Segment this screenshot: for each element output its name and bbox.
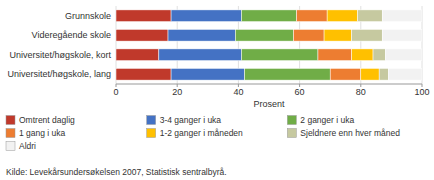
tick-label: 60: [295, 87, 305, 97]
tick-label: 100: [414, 87, 429, 97]
x-axis-label: Prosent: [253, 99, 285, 109]
bar-segment: [116, 49, 159, 61]
legend-swatch: [6, 142, 15, 151]
bar-segment: [159, 49, 242, 61]
bar-segment: [352, 49, 373, 61]
y-axis: Grunnskole Videregående skole Universitet/…: [7, 11, 111, 80]
category-label: Universitet/høgskole, kort: [9, 50, 111, 60]
bar-segment: [373, 49, 385, 61]
bar-segment: [361, 68, 379, 80]
bar-segment: [116, 29, 168, 41]
x-axis: 0 20 40 60 80 100: [113, 6, 429, 97]
tick-label: 0: [113, 87, 118, 97]
legend-label: Sjeldnere enn hver måned: [300, 128, 400, 138]
tick-label: 40: [233, 87, 243, 97]
tick-label: 80: [356, 87, 366, 97]
legend-swatch: [147, 116, 156, 125]
bar-segment: [297, 10, 328, 22]
chart: Grunnskole Videregående skole Universitet/…: [0, 0, 434, 180]
bar-segment: [116, 10, 171, 22]
legend: Omtrent daglig 3-4 ganger i uka 2 ganger i…: [6, 115, 400, 151]
category-label: Universitet/høgskole, lang: [7, 69, 111, 79]
legend-swatch: [287, 129, 296, 138]
bar-segment: [388, 68, 422, 80]
bar-segment: [318, 49, 352, 61]
bar-segment: [324, 29, 352, 41]
legend-swatch: [147, 129, 156, 138]
bar-segment: [116, 68, 171, 80]
bars: [116, 10, 422, 80]
legend-label: 1 gang i uka: [19, 128, 66, 138]
bar-segment: [171, 10, 241, 22]
bar-segment: [352, 29, 383, 41]
bar-segment: [235, 29, 293, 41]
bar-segment: [358, 10, 382, 22]
bar-segment: [241, 10, 296, 22]
bar-segment: [379, 68, 388, 80]
legend-swatch: [287, 116, 296, 125]
category-label: Videregående skole: [32, 30, 111, 40]
legend-label: 2 ganger i uka: [300, 115, 354, 125]
legend-swatch: [6, 129, 15, 138]
legend-label: 1-2 ganger i måneden: [160, 128, 243, 138]
legend-label: Aldri: [19, 141, 36, 151]
legend-label: 3-4 ganger i uka: [160, 115, 222, 125]
bar-segment: [385, 49, 422, 61]
tick-label: 20: [172, 87, 182, 97]
category-label: Grunnskole: [65, 11, 111, 21]
bar-segment: [327, 10, 358, 22]
axis-line: [116, 84, 422, 85]
legend-swatch: [6, 116, 15, 125]
bar-segment: [293, 29, 324, 41]
legend-label: Omtrent daglig: [19, 115, 75, 125]
bar-segment: [245, 68, 331, 80]
bar-segment: [171, 68, 244, 80]
bar-segment: [382, 10, 422, 22]
bar-segment: [382, 29, 422, 41]
bar-segment: [330, 68, 361, 80]
source-note: Kilde: Levekårsundersøkelsen 2007, Stati…: [6, 167, 227, 177]
bar-segment: [241, 49, 318, 61]
bar-segment: [168, 29, 235, 41]
